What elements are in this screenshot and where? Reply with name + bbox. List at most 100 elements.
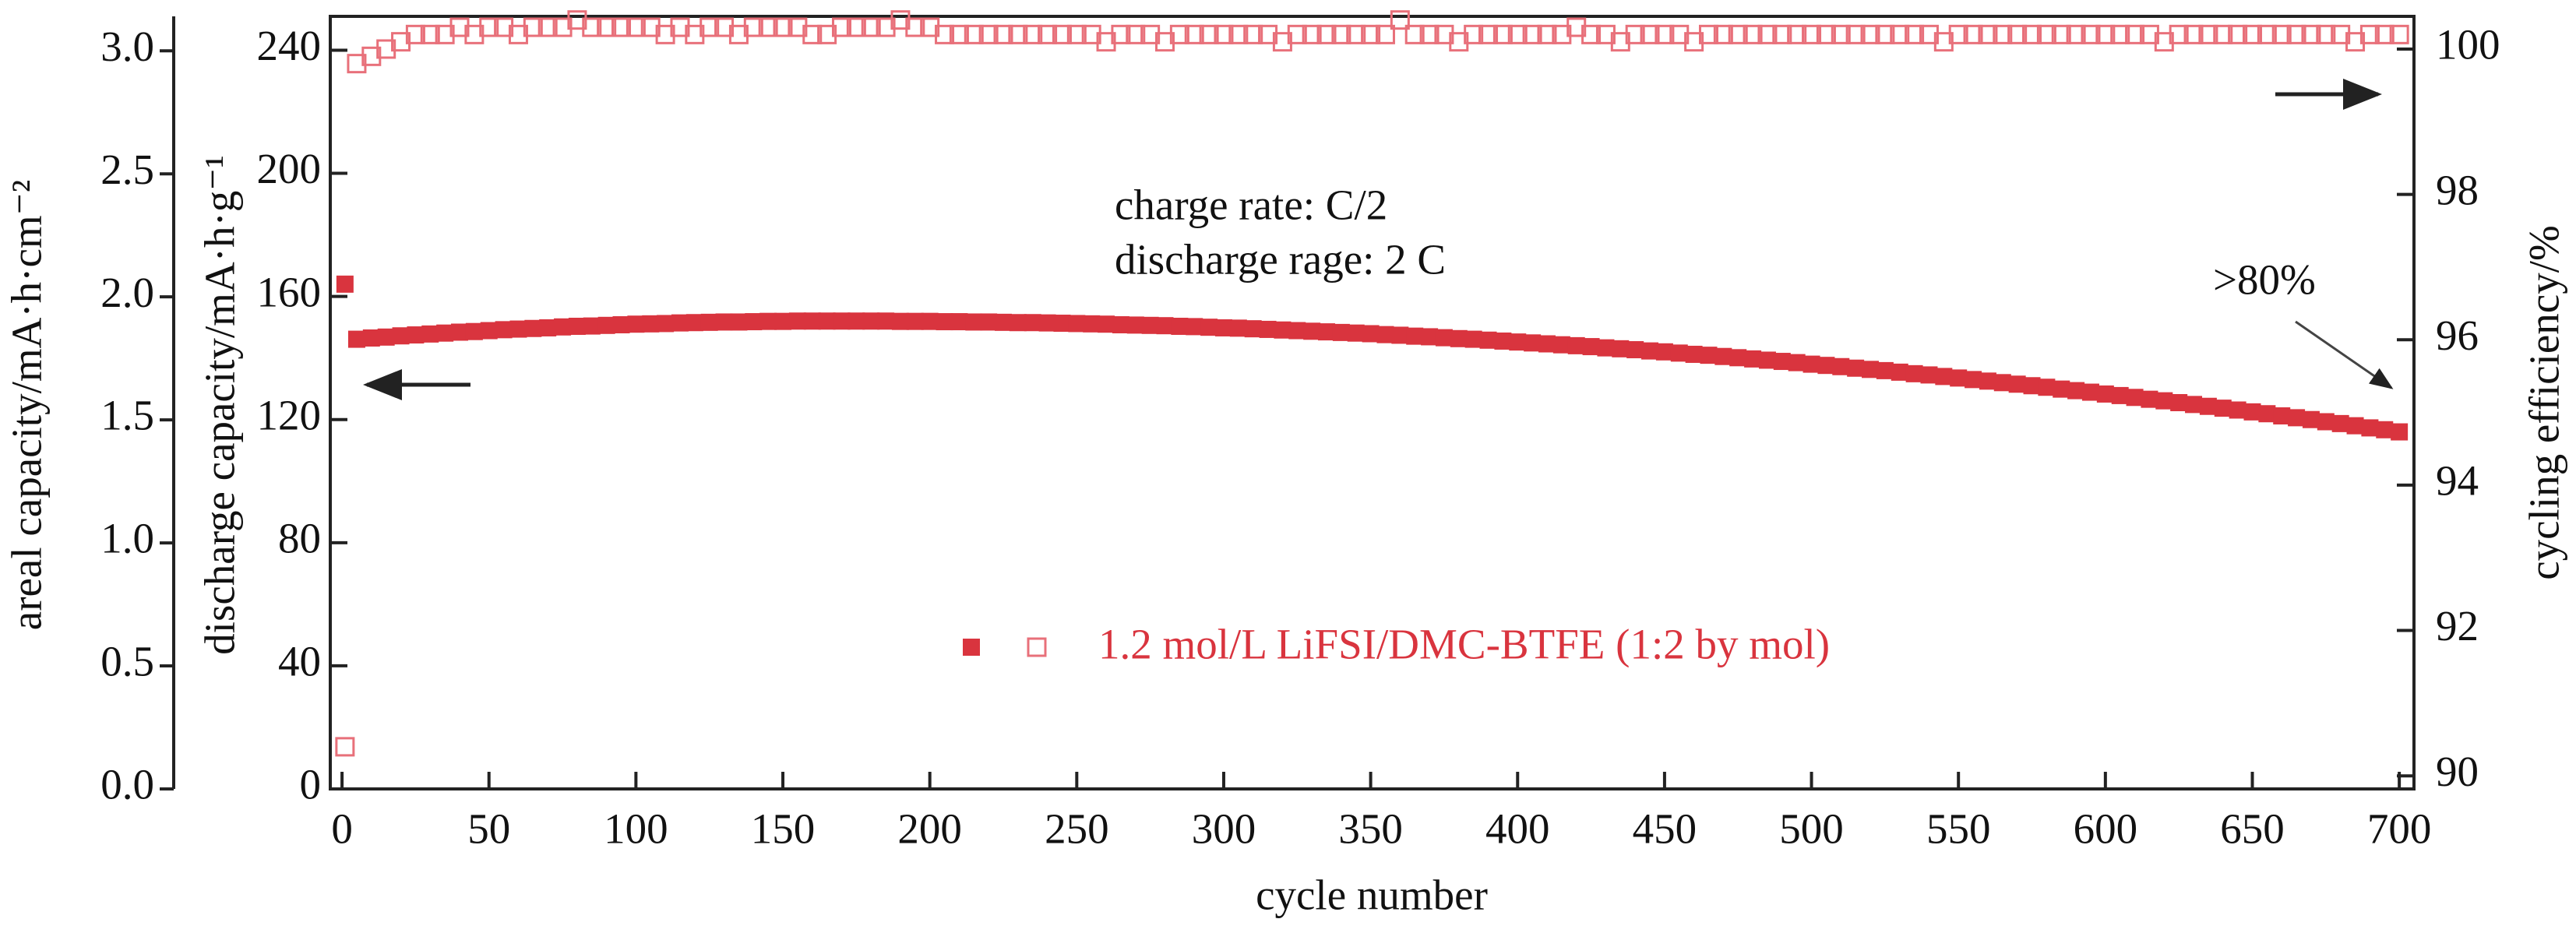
y-tick-label: 240	[257, 22, 322, 69]
efficiency-point	[1272, 32, 1292, 52]
efficiency-point	[1184, 24, 1204, 44]
efficiency-point	[597, 17, 617, 37]
x-tick-label: 300	[1192, 805, 1256, 853]
capacity-point	[1935, 368, 1953, 386]
capacity-point	[1083, 315, 1101, 333]
legend-swatch	[963, 639, 980, 656]
efficiency-point	[2036, 24, 2056, 44]
capacity-point	[818, 312, 836, 330]
capacity-point	[2081, 383, 2099, 401]
efficiency-point	[1478, 24, 1499, 44]
capacity-point	[700, 313, 718, 331]
efficiency-point	[537, 17, 558, 37]
y3-tick-label: 3.0	[100, 23, 154, 70]
capacity-point	[980, 313, 998, 331]
efficiency-point	[2301, 24, 2321, 44]
efficiency-point	[714, 17, 735, 37]
y3-axis-label: areal capacity/mA·h·cm⁻²	[3, 180, 51, 630]
efficiency-point	[905, 17, 925, 37]
efficiency-point	[611, 17, 632, 37]
efficiency-point	[949, 24, 969, 44]
y-tick-label: 80	[278, 514, 321, 562]
capacity-point	[1862, 361, 1880, 378]
capacity-point	[568, 317, 586, 335]
efficiency-point	[2051, 24, 2071, 44]
capacity-point	[1802, 355, 1820, 373]
capacity-point	[1626, 341, 1644, 359]
efficiency-point	[2359, 24, 2380, 44]
y2-tick-label: 100	[2436, 21, 2500, 69]
efficiency-point	[1111, 24, 1131, 44]
capacity-point	[877, 312, 895, 330]
capacity-point	[1524, 334, 1542, 352]
capacity-point	[1817, 357, 1835, 375]
x-tick-label: 250	[1045, 805, 1109, 853]
efficiency-point	[846, 17, 866, 37]
capacity-point	[1729, 349, 1747, 367]
capacity-point	[1965, 371, 1982, 389]
efficiency-point	[347, 54, 367, 74]
capacity-point	[1303, 322, 1321, 340]
capacity-point	[2096, 385, 2114, 403]
y2-tick-label: 96	[2436, 312, 2479, 359]
capacity-point	[377, 328, 395, 346]
x-axis-label: cycle number	[1256, 871, 1488, 919]
efficiency-point	[1066, 24, 1087, 44]
efficiency-point	[935, 24, 955, 44]
efficiency-point	[2389, 24, 2409, 44]
efficiency-point	[479, 17, 499, 37]
efficiency-point	[1169, 24, 1189, 44]
efficiency-point	[2154, 32, 2174, 52]
efficiency-point	[508, 24, 528, 44]
capacity-point	[1171, 317, 1189, 335]
capacity-point	[524, 319, 542, 337]
capacity-point	[465, 322, 483, 340]
y-tick-label: 160	[257, 268, 322, 315]
capacity-point	[1200, 319, 1218, 336]
capacity-point	[1376, 326, 1394, 343]
efficiency-point	[1404, 24, 1425, 44]
efficiency-point	[1845, 24, 1866, 44]
capacity-point	[1950, 369, 1968, 387]
efficiency-point	[523, 17, 543, 37]
capacity-point	[509, 320, 527, 338]
capacity-point	[1112, 316, 1129, 334]
capacity-point	[1920, 366, 1938, 384]
y-tick-label: 200	[257, 145, 322, 192]
capacity-point	[1156, 317, 1174, 335]
capacity-point	[906, 312, 924, 330]
efficiency-point	[1713, 24, 1733, 44]
capacity-point	[1641, 342, 1659, 360]
y3-tick-label: 1.5	[100, 392, 154, 439]
y3-tick-label: 2.5	[100, 146, 154, 193]
capacity-point	[1494, 332, 1512, 350]
efficiency-point	[1919, 24, 1939, 44]
efficiency-point	[700, 17, 720, 37]
efficiency-point	[1669, 24, 1690, 44]
capacity-point	[2155, 392, 2173, 410]
efficiency-point	[2022, 24, 2042, 44]
x-tick-label: 550	[1926, 805, 1991, 853]
y3-tick-label: 0.5	[100, 638, 154, 685]
capacity-point	[1406, 327, 1424, 345]
efficiency-point	[1933, 32, 1954, 52]
efficiency-point	[1537, 24, 1557, 44]
capacity-point	[347, 330, 365, 348]
capacity-point	[891, 312, 909, 330]
efficiency-point	[1052, 24, 1072, 44]
efficiency-point	[2066, 24, 2086, 44]
efficiency-point	[1905, 24, 1925, 44]
x-tick-label: 700	[2367, 805, 2432, 853]
efficiency-point	[494, 17, 514, 37]
y2-tick-label: 92	[2436, 602, 2479, 650]
capacity-point	[1597, 339, 1615, 357]
annotation: >80%	[2213, 256, 2316, 304]
x-tick-label: 50	[467, 805, 510, 853]
capacity-point	[2038, 378, 2056, 396]
capacity-point	[2199, 397, 2217, 415]
x-tick-label: 0	[331, 805, 353, 853]
efficiency-point	[890, 10, 911, 30]
efficiency-point	[1081, 24, 1101, 44]
efficiency-point	[1302, 24, 1322, 44]
